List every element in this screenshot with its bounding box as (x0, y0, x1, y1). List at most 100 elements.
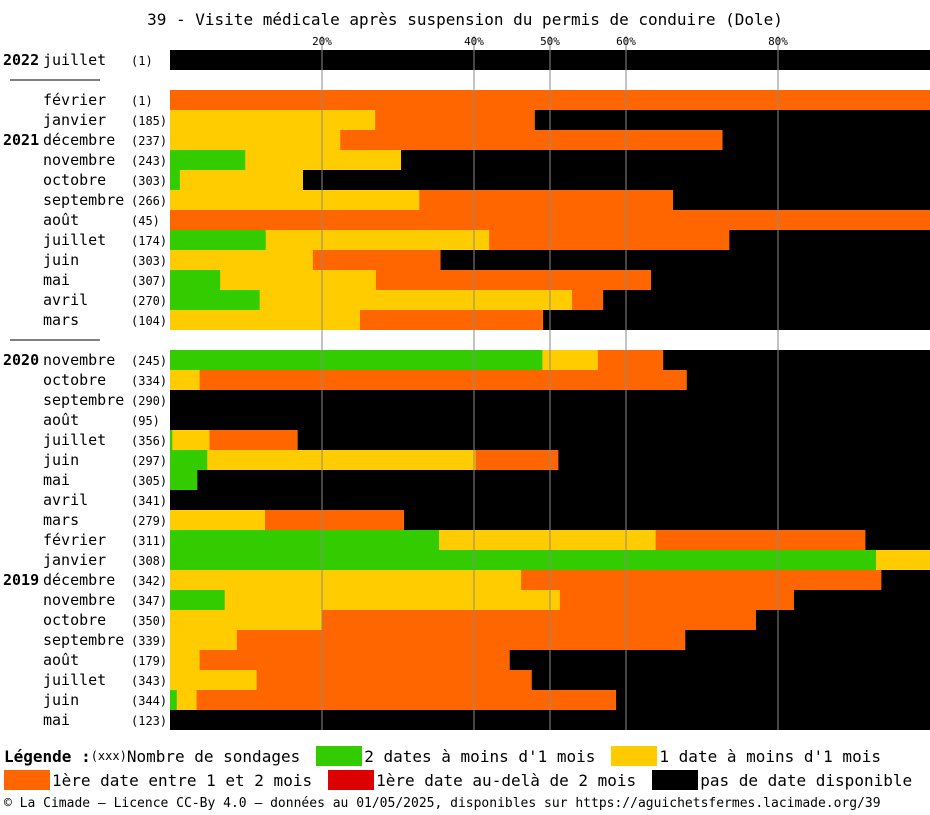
month-label: septembre (43, 191, 124, 209)
bar-segment-aucune (616, 690, 930, 710)
month-label: février (43, 91, 106, 109)
month-label: décembre (43, 571, 115, 589)
month-label: octobre (43, 171, 106, 189)
bar-segment-une (170, 670, 258, 690)
legend-label-two-dates: 2 dates à moins d'1 mois (364, 746, 596, 766)
bar-segment-aucune (729, 230, 930, 250)
year-label: 2020 (3, 351, 39, 369)
count-label: (303) (131, 254, 167, 268)
month-label: octobre (43, 611, 106, 629)
count-label: (344) (131, 694, 167, 708)
bar-segment-une (170, 190, 420, 210)
bar-segment-une (245, 150, 402, 170)
count-label: (305) (131, 474, 167, 488)
count-label: (341) (131, 494, 167, 508)
count-label: (356) (131, 434, 167, 448)
bar-segment-une (179, 170, 304, 190)
bar-segment-aucune (603, 290, 930, 310)
legend-count-label: Nombre de sondages (126, 746, 301, 766)
month-label: juin (43, 691, 79, 709)
bar-segment-une (172, 430, 211, 450)
count-label: (347) (131, 594, 167, 608)
grid-lines (321, 36, 779, 730)
bar-segment-aucune (755, 610, 930, 630)
x-tick-label: 50% (540, 35, 560, 48)
count-label: (95) (131, 414, 160, 428)
month-label: janvier (43, 111, 106, 129)
legend-swatch-over-two-months (328, 770, 375, 790)
count-label: (45) (131, 214, 160, 228)
month-label: avril (43, 491, 88, 509)
bar-segment-aucune (865, 530, 930, 550)
month-label: août (43, 211, 79, 229)
bar-segment-aucune (303, 170, 930, 190)
bar-segment-entre (322, 610, 757, 630)
bar-segment-une (259, 290, 573, 310)
bar-segment-une (170, 610, 323, 630)
year-label: 2021 (3, 131, 39, 149)
bar-segment-une (170, 130, 341, 150)
bar-segment-aucune (197, 470, 930, 490)
row-labels: juillet (1) 2022 février (1) janvier (185) déce… (3, 51, 167, 729)
legend-label-one-to-two-months: 1ère date entre 1 et 2 mois (52, 770, 313, 790)
bar-segment-aucune (651, 270, 930, 290)
bar-segment-entre (572, 290, 604, 310)
bar-segment-une (439, 530, 657, 550)
bar-segment-entre (199, 650, 511, 670)
legend-swatch-one-to-two-months (4, 770, 50, 790)
bar-segment-une (170, 650, 201, 670)
x-tick-label: 20% (312, 35, 332, 48)
bar-segment-entre (597, 350, 664, 370)
bar-segment-deux (170, 290, 261, 310)
bar-segment-aucune (685, 630, 930, 650)
month-label: juillet (43, 431, 106, 449)
bar-segment-aucune (531, 670, 930, 690)
month-label: mai (43, 711, 70, 729)
bar-segment-aucune (793, 590, 930, 610)
month-label: novembre (43, 591, 115, 609)
month-label: août (43, 651, 79, 669)
bar-segment-une (876, 550, 930, 570)
bar-segment-aucune (686, 370, 930, 390)
legend-label-no-date: pas de date disponible (700, 770, 913, 790)
bar-segment-deux (170, 550, 877, 570)
bar-segment-entre (521, 570, 882, 590)
bar-segment-entre (419, 190, 674, 210)
month-label: décembre (43, 131, 115, 149)
bar-segment-deux (170, 230, 267, 250)
bar-segment-une (220, 270, 377, 290)
bar-segment-aucune (881, 570, 930, 590)
x-tick-label: 40% (464, 35, 484, 48)
legend-count-marker: (xxx) (90, 749, 127, 763)
bar-segment-deux (170, 530, 440, 550)
x-tick-label: 60% (616, 35, 636, 48)
bar-segment-entre (475, 450, 559, 470)
count-label: (343) (131, 674, 167, 688)
bar-segment-entre (312, 250, 442, 270)
count-label: (185) (131, 114, 167, 128)
month-label: juillet (43, 231, 106, 249)
bar-segment-entre (199, 370, 688, 390)
bar-segment-aucune (543, 310, 930, 330)
bar-segment-aucune (558, 450, 930, 470)
bar-area (170, 50, 930, 730)
legend-label-over-two-months: 1ère date au-delà de 2 mois (376, 770, 637, 790)
count-label: (1) (131, 54, 153, 68)
count-label: (279) (131, 514, 167, 528)
count-label: (266) (131, 194, 167, 208)
count-label: (303) (131, 174, 167, 188)
count-label: (245) (131, 354, 167, 368)
month-label: août (43, 411, 79, 429)
month-label: septembre (43, 391, 124, 409)
month-label: juillet (43, 51, 106, 69)
count-label: (270) (131, 294, 167, 308)
count-label: (179) (131, 654, 167, 668)
bar-segment-aucune (401, 150, 930, 170)
bar-segment-entre (655, 530, 866, 550)
count-label: (342) (131, 574, 167, 588)
count-label: (243) (131, 154, 167, 168)
bar-segment-aucune (440, 250, 930, 270)
count-label: (123) (131, 714, 167, 728)
bar-segment-entre (265, 510, 405, 530)
count-label: (334) (131, 374, 167, 388)
